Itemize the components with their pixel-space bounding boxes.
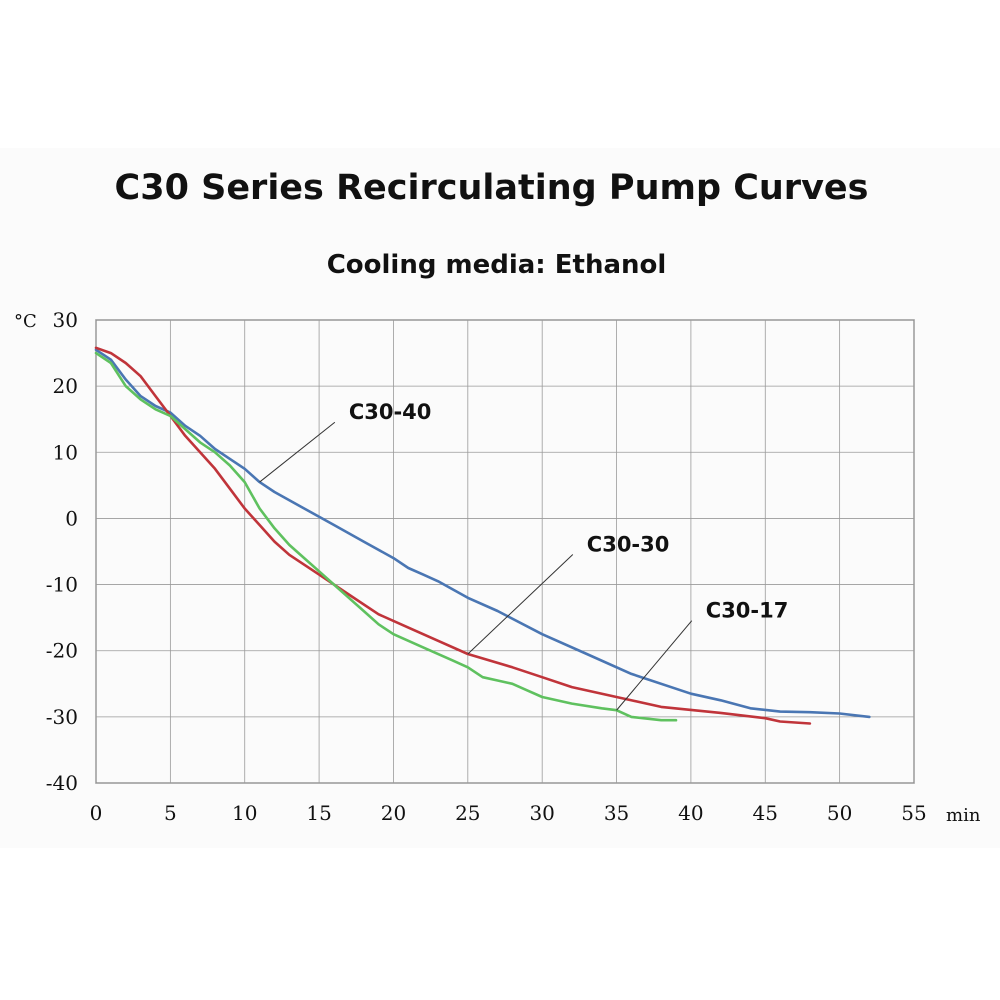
- x-tick-label: 0: [90, 801, 103, 825]
- x-tick-label: 10: [232, 801, 257, 825]
- x-tick-label: 30: [529, 801, 554, 825]
- annotation-label-c30-40: C30-40: [349, 400, 432, 424]
- annotation-leader-c30-30: [467, 554, 574, 655]
- annotation-leader-c30-40: [259, 421, 336, 483]
- x-tick-label: 20: [381, 801, 406, 825]
- series-lines: [94, 346, 871, 725]
- x-tick-label: 45: [753, 801, 778, 825]
- x-tick-label: 25: [455, 801, 480, 825]
- x-tick-label: 50: [827, 801, 852, 825]
- y-tick-label: -40: [46, 771, 78, 795]
- series-line-c30-17: [94, 351, 678, 722]
- chart-subtitle: Cooling media: Ethanol: [326, 250, 667, 280]
- annotation-label-c30-30: C30-30: [587, 533, 670, 557]
- chart-title: C30 Series Recirculating Pump Curves: [114, 168, 869, 208]
- y-tick-label: 20: [53, 374, 78, 398]
- plot-frame: [95, 319, 915, 784]
- annotation-leader-c30-17: [616, 620, 693, 711]
- y-tick-label: 30: [53, 308, 78, 332]
- y-tick-label: -30: [46, 705, 78, 729]
- x-tick-label: 35: [604, 801, 629, 825]
- x-tick-label: 40: [678, 801, 703, 825]
- x-axis-unit-label: min: [946, 805, 981, 826]
- y-tick-label: 10: [53, 440, 78, 464]
- tick-labels: 30 20 10 0 -10 -20 -30 -40 0 5 10 15 20 25 30 35 40 45 50 5…: [46, 308, 927, 825]
- y-tick-label: 0: [65, 506, 78, 530]
- y-tick-label: -20: [46, 639, 78, 663]
- y-axis-unit-label: °C: [14, 311, 37, 332]
- x-tick-label: 55: [901, 801, 926, 825]
- chart-background: [0, 148, 1000, 848]
- y-tick-label: -10: [46, 573, 78, 597]
- series-line-c30-40: [94, 348, 871, 719]
- axis-titles: °C min: [14, 311, 981, 826]
- x-tick-label: 15: [306, 801, 331, 825]
- series-line-c30-30: [94, 346, 812, 725]
- grid: [95, 319, 915, 784]
- series-annotations: C30-40 C30-30 C30-17: [259, 400, 789, 711]
- annotation-label-c30-17: C30-17: [706, 599, 789, 623]
- x-tick-label: 5: [164, 801, 177, 825]
